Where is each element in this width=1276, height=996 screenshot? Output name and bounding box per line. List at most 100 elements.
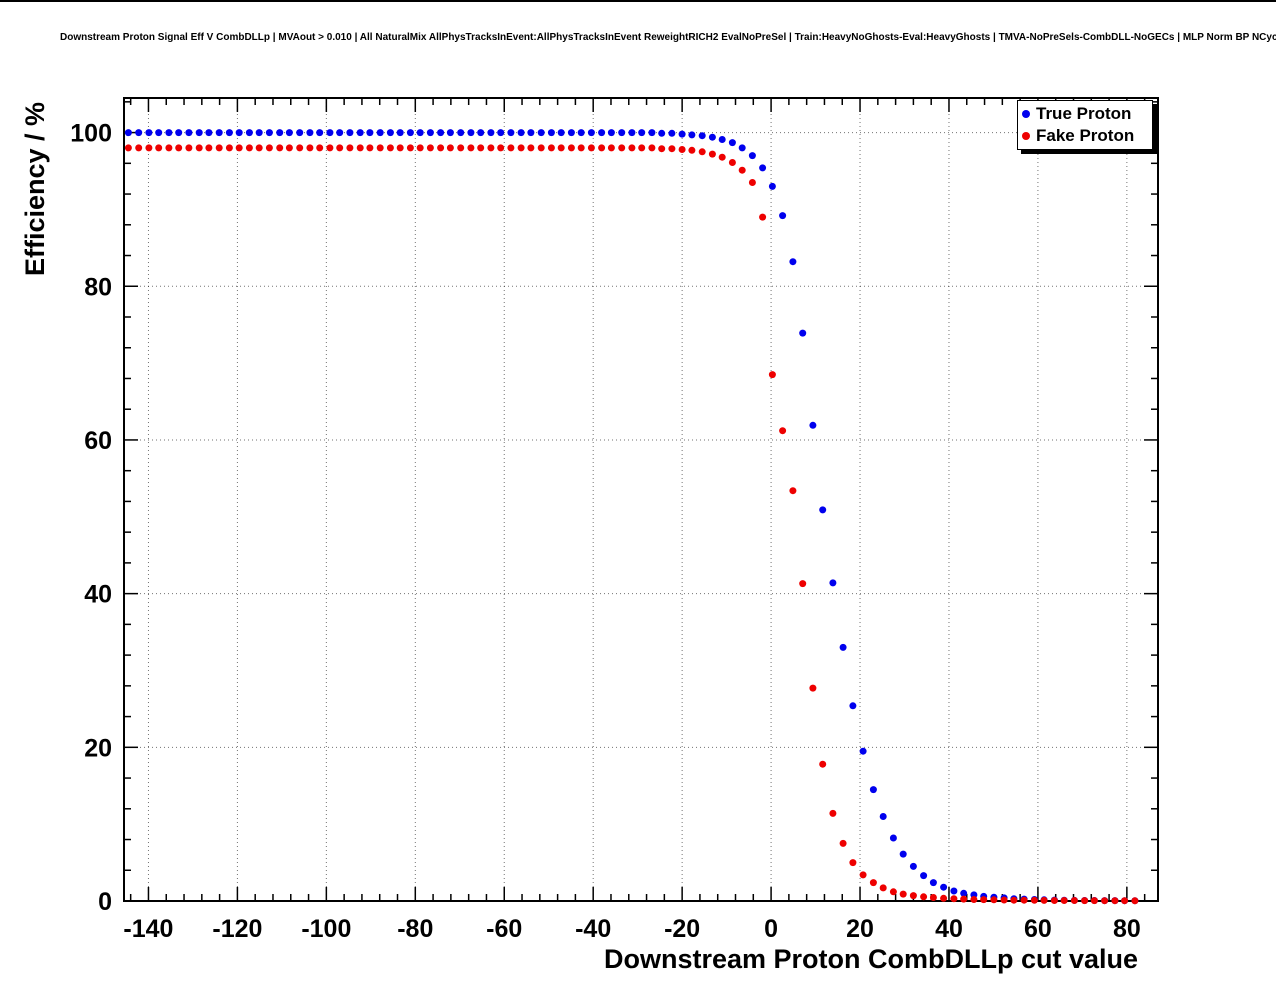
data-point [869, 879, 877, 887]
data-point [809, 684, 817, 692]
data-point [426, 144, 434, 152]
data-point [487, 144, 495, 152]
data-point [1081, 897, 1089, 905]
data-point [145, 129, 153, 137]
data-point [557, 144, 565, 152]
data-point [748, 152, 756, 160]
data-point [406, 129, 414, 137]
data-point [950, 895, 958, 903]
data-point [175, 129, 183, 137]
data-point [678, 130, 686, 138]
data-point [557, 129, 565, 137]
x-tick-label: 80 [1113, 915, 1141, 943]
data-point [920, 872, 928, 880]
y-tick-label: 20 [84, 734, 112, 762]
data-point [1121, 897, 1129, 905]
data-point [124, 129, 132, 137]
x-tick-label: -20 [664, 915, 700, 943]
data-point [547, 129, 555, 137]
data-point [909, 892, 917, 900]
data-point [326, 144, 334, 152]
plot-title: Downstream Proton Signal Eff V CombDLLp … [60, 32, 1276, 43]
data-point [487, 129, 495, 137]
y-tick-label: 60 [84, 427, 112, 455]
plot-frame [123, 97, 1159, 902]
data-point [849, 702, 857, 710]
data-point [587, 129, 595, 137]
data-point [135, 129, 143, 137]
data-point [497, 144, 505, 152]
data-point [759, 213, 767, 221]
data-point [638, 129, 646, 137]
data-point [356, 144, 364, 152]
y-tick-label: 100 [70, 120, 112, 148]
data-point [1000, 896, 1008, 904]
data-point [909, 862, 917, 870]
y-tick-label: 80 [84, 273, 112, 301]
data-point [517, 144, 525, 152]
data-point [759, 164, 767, 172]
data-point [185, 129, 193, 137]
data-point [547, 144, 555, 152]
data-point [316, 144, 324, 152]
data-point [446, 144, 454, 152]
data-point [940, 894, 948, 902]
data-point [960, 889, 968, 897]
data-point [446, 129, 454, 137]
data-point [507, 129, 515, 137]
legend-label-true-proton: True Proton [1036, 104, 1132, 123]
data-point [768, 371, 776, 379]
data-point [396, 144, 404, 152]
data-point [1111, 897, 1119, 905]
data-point [567, 144, 575, 152]
x-tick-label: -40 [575, 915, 611, 943]
data-point [859, 747, 867, 755]
data-point [527, 129, 535, 137]
data-point [577, 129, 585, 137]
data-point [970, 896, 978, 903]
data-point [607, 129, 615, 137]
data-point [225, 144, 233, 152]
data-point [819, 760, 827, 768]
data-point [366, 144, 374, 152]
data-point [175, 144, 183, 152]
data-point [306, 129, 314, 137]
x-tick-label: -120 [212, 915, 262, 943]
data-point [326, 129, 334, 137]
data-point [1090, 897, 1098, 905]
data-point [346, 129, 354, 137]
data-point [477, 129, 485, 137]
data-point [165, 129, 173, 137]
data-point [437, 144, 445, 152]
data-point [457, 144, 465, 152]
fake-proton-marker-icon [1022, 132, 1030, 140]
data-point [416, 129, 424, 137]
data-point [235, 129, 243, 137]
data-point [135, 144, 143, 152]
data-point [587, 144, 595, 152]
data-point [809, 421, 817, 429]
data-point [205, 144, 213, 152]
legend-label-fake-proton: Fake Proton [1036, 126, 1135, 145]
data-point [195, 144, 203, 152]
data-point [1050, 897, 1058, 904]
data-point [879, 884, 887, 892]
data-point [255, 144, 263, 152]
data-point [708, 150, 716, 158]
data-point [306, 144, 314, 152]
data-point [1101, 897, 1109, 905]
data-point [1131, 897, 1139, 905]
data-point [276, 144, 284, 152]
x-tick-label: -100 [301, 915, 351, 943]
data-point [658, 129, 666, 137]
data-point [316, 129, 324, 137]
data-point [829, 809, 837, 817]
data-point [265, 144, 273, 152]
data-point [265, 129, 273, 137]
data-point [980, 896, 988, 904]
data-point [386, 129, 394, 137]
data-point [889, 834, 897, 842]
legend: True Proton Fake Proton [1017, 100, 1153, 150]
y-axis-title: Efficiency / % [20, 102, 50, 276]
